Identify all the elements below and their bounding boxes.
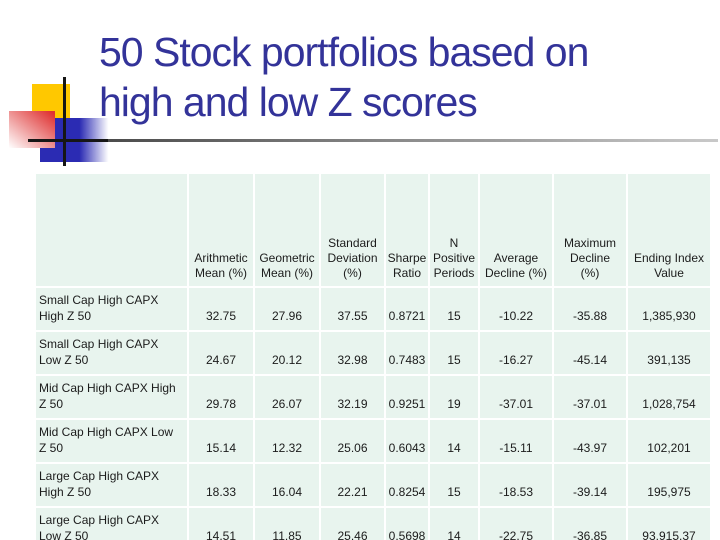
cell: -18.53 <box>478 462 554 508</box>
cell: 15 <box>428 462 480 508</box>
cell: 93,915.37 <box>626 506 712 540</box>
table-header-row: Arithmetic Mean (%) Geometric Mean (%) S… <box>34 172 712 288</box>
cell: 0.7483 <box>384 330 430 376</box>
cell: 20.12 <box>253 330 321 376</box>
title-underline-rule <box>36 139 718 142</box>
cell: 14.51 <box>187 506 255 540</box>
table-row: Small Cap High CAPX Low Z 50 24.67 20.12… <box>34 330 712 376</box>
cell: 37.55 <box>319 286 386 332</box>
col-header-n-positive-periods: N Positive Periods <box>428 172 480 288</box>
cell: -39.14 <box>552 462 628 508</box>
cell: -35.88 <box>552 286 628 332</box>
row-label: Large Cap High CAPX Low Z 50 <box>34 506 189 540</box>
decor-vertical-line <box>63 77 66 166</box>
portfolio-stats-table-wrap: Arithmetic Mean (%) Geometric Mean (%) S… <box>34 172 712 540</box>
cell: -37.01 <box>478 374 554 420</box>
cell: 25.06 <box>319 418 386 464</box>
cell: -16.27 <box>478 330 554 376</box>
cell: -43.97 <box>552 418 628 464</box>
row-label: Small Cap High CAPX Low Z 50 <box>34 330 189 376</box>
cell: 22.21 <box>319 462 386 508</box>
cell: 32.19 <box>319 374 386 420</box>
cell: 0.8721 <box>384 286 430 332</box>
portfolio-stats-table: Arithmetic Mean (%) Geometric Mean (%) S… <box>34 172 712 540</box>
col-header-sharpe-ratio: Sharpe Ratio <box>384 172 430 288</box>
cell: 15 <box>428 330 480 376</box>
cell: -15.11 <box>478 418 554 464</box>
col-header-standard-deviation: Standard Deviation (%) <box>319 172 386 288</box>
cell: 19 <box>428 374 480 420</box>
cell: 25.46 <box>319 506 386 540</box>
cell: 102,201 <box>626 418 712 464</box>
cell: 15 <box>428 286 480 332</box>
row-label: Mid Cap High CAPX Low Z 50 <box>34 418 189 464</box>
cell: 26.07 <box>253 374 321 420</box>
col-header-ending-index-value: Ending Index Value <box>626 172 712 288</box>
table-row: Large Cap High CAPX Low Z 50 14.51 11.85… <box>34 506 712 540</box>
cell: 0.9251 <box>384 374 430 420</box>
cell: -36.85 <box>552 506 628 540</box>
table-row: Large Cap High CAPX High Z 50 18.33 16.0… <box>34 462 712 508</box>
cell: 1,028,754 <box>626 374 712 420</box>
col-header-portfolio <box>34 172 189 288</box>
cell: 32.75 <box>187 286 255 332</box>
row-label: Large Cap High CAPX High Z 50 <box>34 462 189 508</box>
decor-red-square <box>9 111 55 148</box>
decor-horizontal-line <box>28 139 108 142</box>
cell: -37.01 <box>552 374 628 420</box>
cell: 11.85 <box>253 506 321 540</box>
cell: 32.98 <box>319 330 386 376</box>
table-row: Mid Cap High CAPX Low Z 50 15.14 12.32 2… <box>34 418 712 464</box>
cell: -10.22 <box>478 286 554 332</box>
table-row: Mid Cap High CAPX High Z 50 29.78 26.07 … <box>34 374 712 420</box>
cell: 391,135 <box>626 330 712 376</box>
col-header-average-decline: Average Decline (%) <box>478 172 554 288</box>
col-header-arithmetic-mean: Arithmetic Mean (%) <box>187 172 255 288</box>
row-label: Mid Cap High CAPX High Z 50 <box>34 374 189 420</box>
col-header-geometric-mean: Geometric Mean (%) <box>253 172 321 288</box>
cell: 12.32 <box>253 418 321 464</box>
cell: 29.78 <box>187 374 255 420</box>
cell: -45.14 <box>552 330 628 376</box>
cell: 0.5698 <box>384 506 430 540</box>
cell: 24.67 <box>187 330 255 376</box>
row-label: Small Cap High CAPX High Z 50 <box>34 286 189 332</box>
cell: 0.8254 <box>384 462 430 508</box>
cell: 195,975 <box>626 462 712 508</box>
table-row: Small Cap High CAPX High Z 50 32.75 27.9… <box>34 286 712 332</box>
slide-title: 50 Stock portfolios based on high and lo… <box>99 29 589 125</box>
cell: 14 <box>428 506 480 540</box>
col-header-maximum-decline: Maximum Decline (%) <box>552 172 628 288</box>
cell: 27.96 <box>253 286 321 332</box>
cell: 0.6043 <box>384 418 430 464</box>
cell: 1,385,930 <box>626 286 712 332</box>
cell: 16.04 <box>253 462 321 508</box>
cell: -22.75 <box>478 506 554 540</box>
cell: 18.33 <box>187 462 255 508</box>
cell: 14 <box>428 418 480 464</box>
cell: 15.14 <box>187 418 255 464</box>
